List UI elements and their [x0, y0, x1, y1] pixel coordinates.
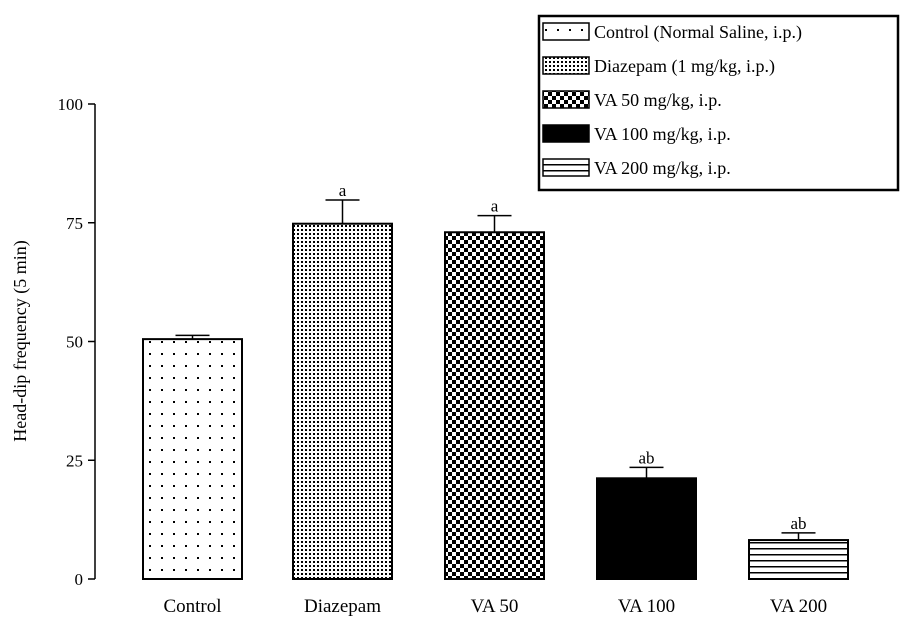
category-label: VA 100 [618, 596, 675, 617]
y-axis-title: Head-dip frequency (5 min) [10, 240, 31, 441]
legend-label: Control (Normal Saline, i.p.) [594, 22, 802, 43]
category-label: VA 200 [770, 596, 827, 617]
y-ticks: 0 25 50 75 100 [58, 95, 95, 589]
legend-swatch [542, 56, 590, 75]
y-tick-label: 0 [75, 570, 84, 589]
bar-va-100 [596, 477, 697, 580]
significance-label: a [491, 197, 499, 216]
legend-swatch [542, 124, 590, 143]
legend: Control (Normal Saline, i.p.) Diazepam (1… [537, 14, 900, 192]
legend-label: VA 100 mg/kg, i.p. [594, 124, 731, 144]
bar-va-50 [444, 231, 545, 580]
category-label: Diazepam [304, 596, 381, 617]
bars: a a ab ab [142, 181, 849, 580]
category-label: Control [163, 596, 221, 617]
legend-label: VA 200 mg/kg, i.p. [594, 158, 731, 178]
y-tick-label: 100 [58, 95, 84, 114]
category-label: VA 50 [471, 596, 519, 617]
bar-diazepam [292, 222, 393, 580]
y-tick-label: 25 [66, 451, 83, 470]
significance-label: ab [638, 448, 654, 467]
significance-label: ab [790, 514, 806, 533]
category-labels: Control Diazepam VA 50 VA 100 VA 200 [163, 596, 827, 617]
legend-box [537, 14, 900, 192]
y-tick-label: 75 [66, 214, 83, 233]
legend-label: Diazepam (1 mg/kg, i.p.) [594, 56, 775, 77]
legend-swatch [542, 90, 590, 109]
legend-swatch [542, 22, 590, 41]
bar-control [142, 338, 243, 580]
legend-swatch [542, 158, 590, 177]
legend-label: VA 50 mg/kg, i.p. [594, 90, 722, 110]
significance-label: a [339, 181, 347, 200]
y-tick-label: 50 [66, 333, 83, 352]
bar-va-200 [748, 539, 849, 580]
